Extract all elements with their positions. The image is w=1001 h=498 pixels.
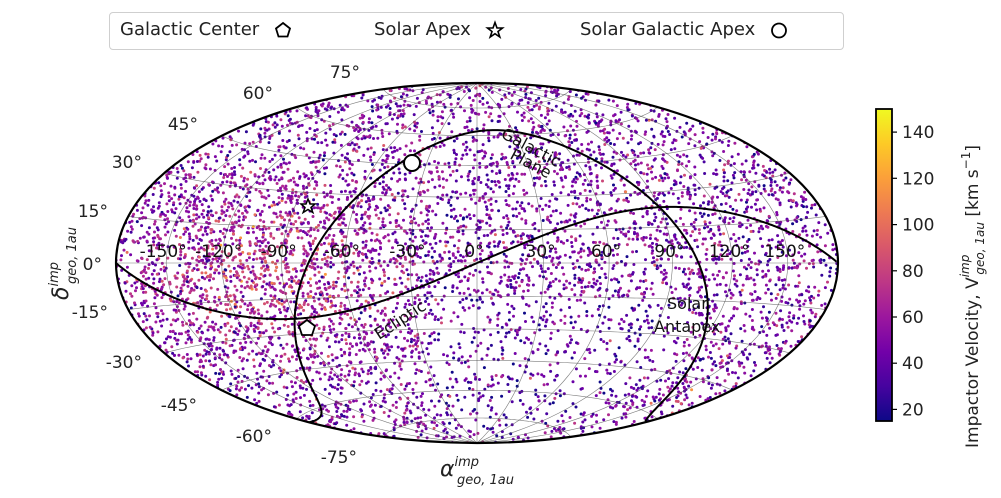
solar-antapex-label-1: Solar — [667, 294, 708, 313]
solar-apex-marker-star-icon — [299, 196, 317, 215]
colorbar-tick-label: 100 — [902, 216, 934, 236]
legend-item-galactic-center: Galactic Center — [120, 19, 293, 40]
lon-tick-label: 60° — [591, 242, 621, 262]
lon-tick-label: -120° — [195, 242, 242, 262]
legend-item-solar-apex: Solar Apex — [374, 19, 505, 40]
lon-tick-label: 90° — [654, 242, 684, 262]
colorbar-gradient — [875, 108, 893, 422]
colorbar-ticks: 20 40 60 80 100 120 140 — [892, 123, 934, 420]
legend-label: Solar Apex — [374, 19, 471, 40]
lon-tick-label: -30° — [389, 242, 425, 262]
latitude-tick-labels: -75° -60° -45° -30° -15° 0° 15° 30° 45° 60° 75° — [72, 63, 360, 468]
y-axis-label: δimp geo, 1au — [47, 227, 80, 300]
x-axis-label: αimp geo, 1au — [440, 455, 514, 488]
solar-antapex-label-2: Antapex — [654, 317, 720, 336]
ecliptic-label: Ecliptic — [371, 296, 430, 343]
lon-tick-label: -90° — [260, 242, 296, 262]
colorbar-tick-label: 80 — [902, 262, 924, 282]
colorbar-tick-label: 40 — [902, 354, 924, 374]
pentagon-icon — [275, 21, 292, 37]
circle-icon — [771, 22, 788, 38]
legend-label: Solar Galactic Apex — [580, 19, 756, 40]
longitude-tick-labels: -150° -120° -90° -60° -30° 0° 30° 60° 90° 120° 150… — [140, 242, 806, 262]
lat-tick-label: 15° — [78, 202, 108, 222]
lon-tick-label: 30° — [526, 242, 556, 262]
colorbar-tick-label: 140 — [902, 123, 934, 143]
solar-galactic-apex-marker-circle-icon — [403, 154, 421, 172]
lat-tick-label: 60° — [243, 84, 273, 104]
legend-label: Galactic Center — [120, 19, 260, 40]
lat-tick-label: -15° — [72, 303, 108, 323]
lat-tick-label: -45° — [161, 396, 197, 416]
reference-markers — [297, 154, 421, 336]
colorbar: 20 40 60 80 100 120 140 Impactor Velocity, Vim… — [875, 108, 987, 448]
legend-item-solar-galactic-apex: Solar Galactic Apex — [580, 19, 789, 40]
colorbar-label: Impactor Velocity, Vimpgeo, 1au [km s−1] — [958, 145, 987, 448]
colorbar-tick-label: 120 — [902, 169, 934, 189]
star-icon — [484, 19, 505, 39]
galactic-center-marker-pentagon-icon — [297, 318, 317, 336]
lon-tick-label: -150° — [140, 242, 187, 262]
map-boundary — [114, 81, 840, 445]
lon-tick-label: -60° — [324, 242, 360, 262]
lon-tick-label: 120° — [709, 242, 750, 262]
legend: Galactic Center Solar Apex Solar Galacti… — [109, 12, 844, 50]
lon-tick-label: 150° — [764, 242, 805, 262]
colorbar-tick-label: 60 — [902, 308, 924, 328]
lat-tick-label: 0° — [83, 255, 102, 275]
graticule-grid — [116, 83, 838, 443]
reference-curves — [116, 129, 838, 424]
lat-tick-label: -30° — [106, 353, 142, 373]
lat-tick-label: -75° — [321, 448, 357, 468]
lat-tick-label: 75° — [330, 63, 360, 83]
colorbar-tick-label: 20 — [902, 400, 924, 420]
lat-tick-label: 30° — [112, 153, 142, 173]
lat-tick-label: -60° — [236, 427, 272, 447]
lat-tick-label: 45° — [168, 115, 198, 135]
lon-tick-label: 0° — [464, 242, 483, 262]
